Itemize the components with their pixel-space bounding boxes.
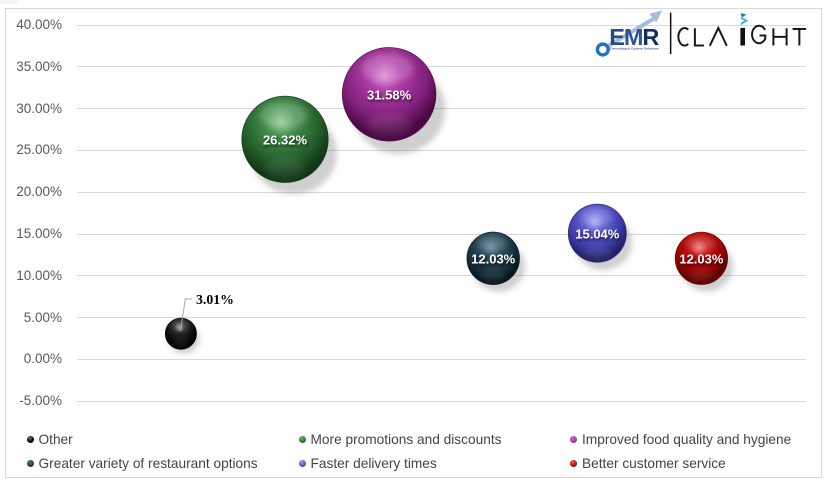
svg-text:31.58%: 31.58% (367, 88, 412, 103)
svg-text:12.03%: 12.03% (471, 252, 516, 267)
svg-text:3.01%: 3.01% (196, 292, 234, 307)
svg-text:EMR: EMR (609, 24, 659, 50)
svg-text:Consulting & Custom Solutions: Consulting & Custom Solutions (610, 47, 659, 51)
svg-text:15.04%: 15.04% (575, 227, 620, 242)
svg-text:26.32%: 26.32% (263, 133, 308, 148)
svg-text:12.03%: 12.03% (679, 252, 724, 267)
